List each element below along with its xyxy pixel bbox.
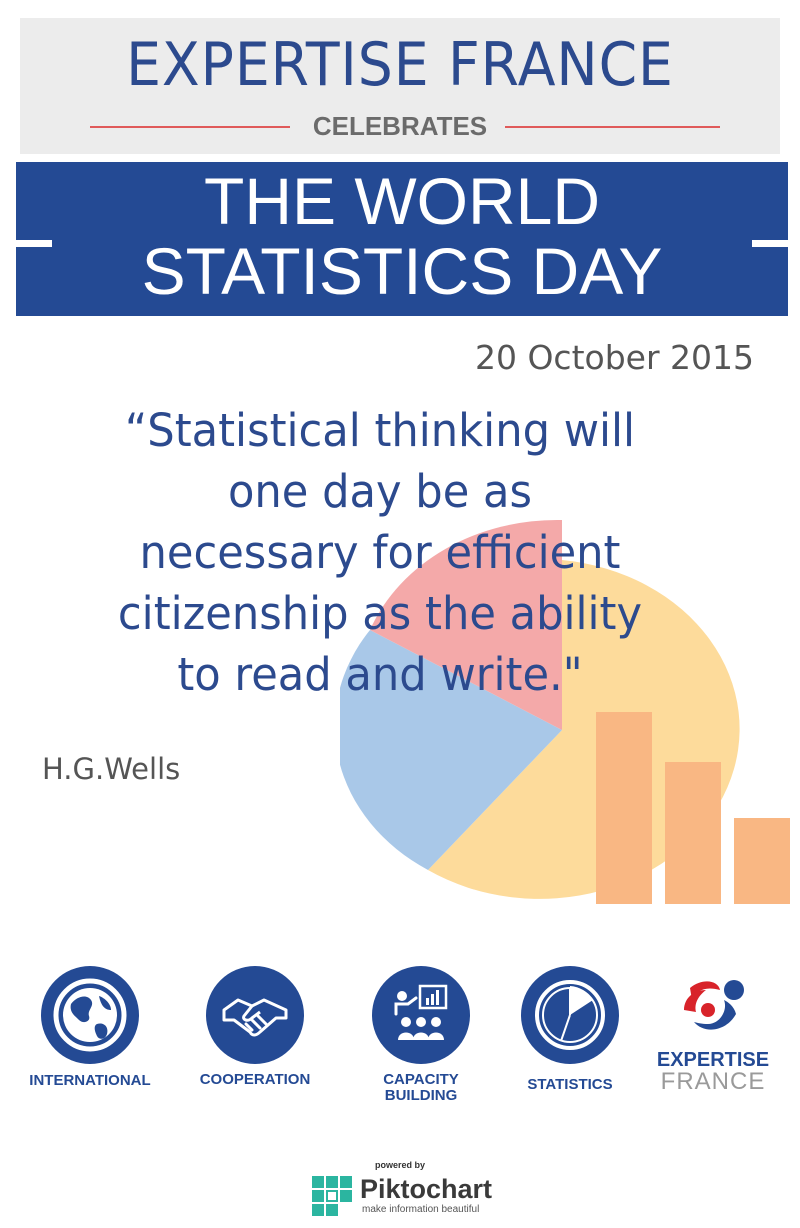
quote-line: one day be as	[227, 465, 533, 518]
bar-3	[734, 818, 790, 904]
icon-label-international: INTERNATIONAL	[29, 1072, 151, 1089]
icon-label-statistics: STATISTICS	[527, 1076, 613, 1093]
globe-icon	[41, 966, 139, 1064]
banner-tick-right	[752, 240, 788, 247]
quote-text: “Statistical thinking will one day be as…	[44, 400, 716, 705]
notch-right	[756, 154, 780, 162]
bar-2	[665, 762, 721, 904]
quote-line: citizenship as the ability	[117, 587, 643, 640]
piktochart-brand: Piktochart	[360, 1174, 493, 1204]
event-date: 20 October 2015	[474, 338, 754, 377]
pie-slice-pink	[370, 519, 562, 730]
pie-slice-yellow	[428, 560, 740, 899]
logo-text-expertise: EXPERTISE	[656, 1049, 770, 1071]
quote-line: “Statistical thinking will	[124, 404, 636, 457]
divider-right	[505, 126, 720, 128]
training-icon	[372, 966, 470, 1064]
bar-1	[596, 712, 652, 904]
icon-label-line: BUILDING	[384, 1087, 458, 1104]
handshake-icon	[206, 966, 304, 1064]
org-title: EXPERTISE FRANCE	[126, 30, 674, 100]
expertise-france-logo-mark	[684, 980, 744, 1030]
header-background	[20, 18, 780, 154]
icon-label-cooperation: COOPERATION	[199, 1071, 311, 1088]
event-title-line1: THE WORLD	[204, 164, 600, 238]
quote-line: necessary for efficient	[139, 526, 621, 579]
event-title-line2: STATISTICS DAY	[141, 234, 663, 308]
logo-text-france: FRANCE	[660, 1068, 766, 1095]
subtitle: CELEBRATES	[312, 111, 488, 141]
banner-tick-left	[16, 240, 52, 247]
pie-slice-blue	[340, 630, 562, 870]
icon-label-capacity-building: CAPACITY BUILDING	[341, 1072, 501, 1104]
piktochart-tagline: make information beautiful	[362, 1204, 480, 1215]
decorative-chart-graphic	[340, 519, 790, 904]
notch-left	[20, 154, 44, 162]
piktochart-logo-icon	[312, 1176, 352, 1216]
quote-author: H.G.Wells	[42, 752, 181, 786]
quote-line: to read and write."	[177, 648, 583, 701]
icon-label-line: CAPACITY	[383, 1071, 459, 1088]
divider-left	[90, 126, 290, 128]
pie-chart-icon	[521, 966, 619, 1064]
powered-by-label: powered by	[374, 1160, 425, 1170]
event-banner	[16, 162, 788, 316]
